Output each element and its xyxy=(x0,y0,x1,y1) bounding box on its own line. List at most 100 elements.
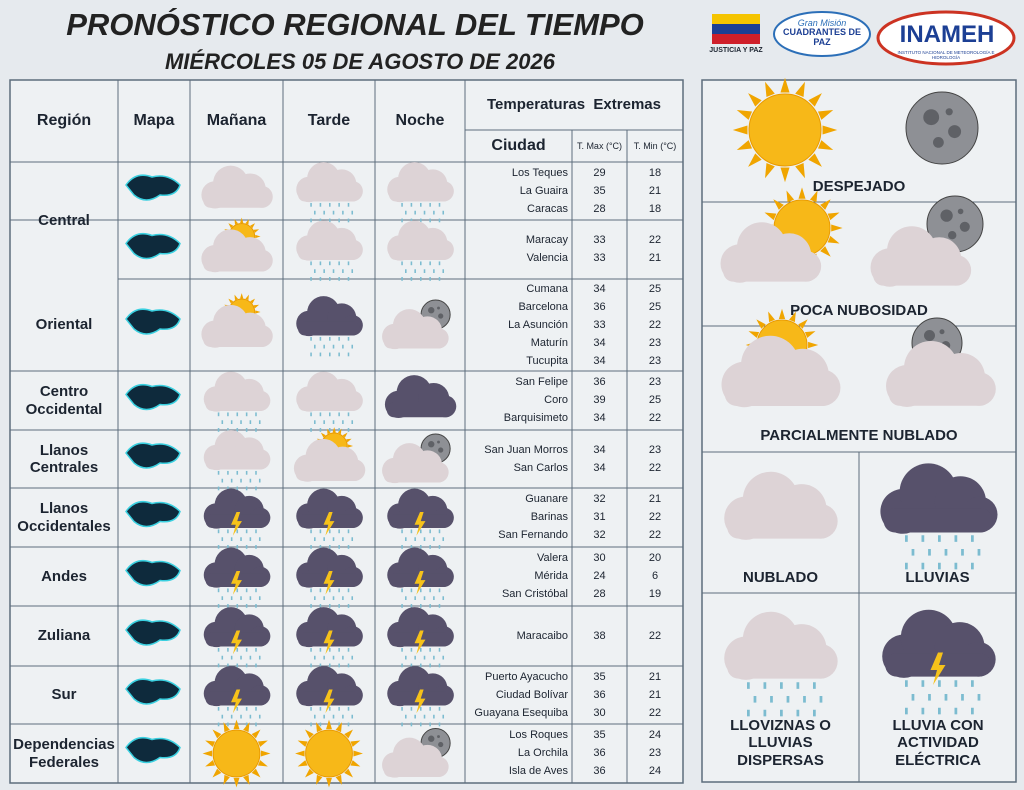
rain-drop xyxy=(438,604,441,608)
rain-drop xyxy=(420,218,422,223)
rain-drop xyxy=(329,412,331,417)
subtitle: MIÉRCOLES 05 DE AGOSTO DE 2026 xyxy=(164,49,555,75)
city: Cumana xyxy=(526,282,568,295)
rain-drop xyxy=(796,709,800,717)
rain-drop xyxy=(258,596,261,601)
rain-drop xyxy=(796,682,800,689)
cloud xyxy=(386,402,454,418)
rain-drop xyxy=(338,604,340,608)
rain-drop xyxy=(351,714,354,719)
rain-drop xyxy=(977,549,981,556)
rain-drop xyxy=(944,549,948,556)
rain-drop xyxy=(351,210,354,215)
rain-drop xyxy=(414,537,416,542)
rain-drop xyxy=(763,709,767,717)
rain-drop xyxy=(319,722,322,727)
rain-drop xyxy=(236,486,239,491)
sun-ray xyxy=(347,444,354,448)
temp-min: 21 xyxy=(648,493,662,506)
rain-drop xyxy=(236,428,239,432)
sun xyxy=(305,729,353,778)
temp-min: 18 xyxy=(648,202,662,215)
rain-drop xyxy=(971,562,974,570)
sun-ray xyxy=(808,93,822,107)
moon-crater xyxy=(438,741,444,748)
rain-drop xyxy=(310,647,312,652)
rain-drop xyxy=(747,682,750,689)
rain-drop xyxy=(410,722,413,727)
rain-drop xyxy=(410,218,413,223)
rain-drop xyxy=(420,604,422,608)
rain-drop xyxy=(310,706,312,711)
city: La Asunción xyxy=(508,318,568,331)
rain-drop xyxy=(227,663,229,668)
cloud xyxy=(205,455,268,470)
rain-drop xyxy=(401,647,403,652)
city: Caracas xyxy=(527,202,568,215)
region-name: Llanos Occidentales xyxy=(17,500,111,535)
rain-drop xyxy=(217,722,220,727)
lightning xyxy=(323,512,335,536)
temp-max: 36 xyxy=(593,300,606,313)
rain-drop xyxy=(332,596,335,601)
sun-ray xyxy=(804,331,816,338)
rain-drop xyxy=(329,529,331,534)
rain-drop xyxy=(310,412,312,417)
region-map xyxy=(125,619,181,646)
temp-min: 22 xyxy=(648,529,662,542)
rain-drop xyxy=(410,663,413,668)
cloud xyxy=(203,192,270,208)
rain-drop xyxy=(329,604,331,608)
sun-ray xyxy=(350,740,361,747)
sun-ray xyxy=(748,153,762,167)
rain-drop xyxy=(763,682,767,689)
rain-drop xyxy=(420,529,422,534)
header-cell: Tarde xyxy=(307,111,351,129)
rain-drop xyxy=(310,352,312,357)
rain-drop xyxy=(423,537,426,542)
rain-drop xyxy=(438,529,441,534)
moon-crater xyxy=(957,208,964,215)
temp-max: 34 xyxy=(593,336,606,349)
rain-drop xyxy=(245,647,248,652)
legend-label: LLUVIAS xyxy=(905,569,970,587)
rain-drop xyxy=(323,269,325,274)
temp-min: 20 xyxy=(648,552,662,565)
logo-ring xyxy=(876,10,1016,66)
rain-drop xyxy=(401,261,403,266)
header-cell: Mapa xyxy=(133,111,175,129)
city: Guayana Esequiba xyxy=(474,706,568,719)
rain-drop xyxy=(310,604,312,608)
rain-drop xyxy=(429,663,431,668)
cloud xyxy=(724,381,836,406)
rain-drop xyxy=(221,478,224,483)
rain-drop xyxy=(442,714,445,719)
rain-drop xyxy=(438,202,441,207)
temp-min: 23 xyxy=(648,376,662,389)
rain-drop xyxy=(938,680,941,687)
rain-drop xyxy=(921,680,925,687)
rain-drop xyxy=(332,344,335,349)
header-cell: Región xyxy=(36,111,92,129)
rain-drop xyxy=(410,604,413,608)
cloud xyxy=(727,655,833,679)
sun xyxy=(748,93,822,167)
legend-label: PARCIALMENTE NUBLADO xyxy=(760,427,958,445)
rain-drop xyxy=(329,706,331,711)
rain-drop xyxy=(227,722,229,727)
region-map xyxy=(125,233,181,260)
temp-min: 23 xyxy=(648,354,662,367)
rain-drop xyxy=(433,269,435,274)
rain-drop xyxy=(319,218,322,223)
rain-drop xyxy=(351,596,354,601)
rain-drop xyxy=(245,412,248,417)
sun-ray xyxy=(297,760,308,767)
rain-drop xyxy=(245,706,248,711)
rain-drop xyxy=(323,420,325,425)
temp-max: 30 xyxy=(593,706,606,719)
rain-drop xyxy=(433,714,435,719)
rain-drop xyxy=(240,714,242,719)
temp-min: 21 xyxy=(648,688,662,701)
sun-ray xyxy=(798,319,808,329)
